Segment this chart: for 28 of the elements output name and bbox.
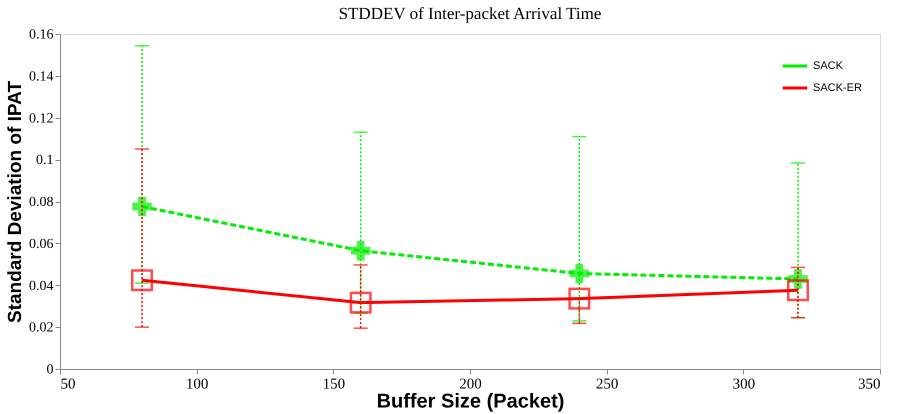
x-tick-label: 300 [732, 376, 756, 392]
point [787, 279, 809, 302]
point [570, 264, 590, 284]
x-tick-label: 50 [60, 376, 76, 392]
point [350, 240, 370, 260]
x-tick-label: 250 [596, 376, 618, 392]
x-axis-title: Buffer Size (Packet) [376, 390, 564, 412]
chart-title: STDDEV of Inter-packet Arrival Time [338, 4, 602, 23]
legend-label: SACK [813, 60, 844, 72]
point [350, 292, 372, 314]
y-tick-label: 0.04 [29, 278, 54, 294]
point [568, 288, 590, 310]
x-tick-label: 350 [858, 376, 880, 392]
y-tick-label: 0.1 [36, 153, 54, 168]
y-tick-label: 0.02 [29, 320, 54, 336]
point [131, 269, 153, 292]
y-tick-label: 0.14 [29, 69, 54, 84]
x-tick-label: 150 [322, 376, 346, 392]
point [132, 196, 152, 216]
y-axis-title: Standard Deviation of IPAT [5, 80, 26, 324]
y-tick-label: 0.06 [29, 236, 54, 252]
y-tick-label: 0 [46, 362, 54, 378]
legend-label: SACK-ER [813, 82, 862, 94]
x-tick-label: 200 [459, 376, 482, 392]
y-tick-label: 0.16 [29, 28, 54, 42]
x-tick-label: 100 [186, 376, 208, 392]
y-tick-label: 0.12 [29, 111, 54, 126]
y-tick-label: 0.08 [29, 195, 54, 210]
